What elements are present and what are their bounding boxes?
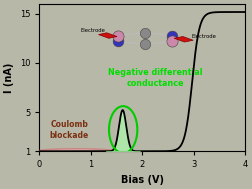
Y-axis label: I (nA): I (nA) <box>4 63 14 93</box>
Point <box>143 43 147 46</box>
Polygon shape <box>99 33 117 38</box>
Point <box>116 40 120 43</box>
Text: Coulomb
blockade: Coulomb blockade <box>49 120 89 140</box>
Text: Electrode: Electrode <box>81 28 106 33</box>
Text: Electrode: Electrode <box>191 34 216 39</box>
Text: Negative differential
conductance: Negative differential conductance <box>108 68 202 88</box>
X-axis label: Bias (V): Bias (V) <box>121 175 164 185</box>
Ellipse shape <box>39 149 114 153</box>
Point <box>170 34 174 37</box>
Point <box>143 31 147 34</box>
Polygon shape <box>174 36 193 42</box>
Point <box>116 34 120 37</box>
Point <box>170 40 174 43</box>
